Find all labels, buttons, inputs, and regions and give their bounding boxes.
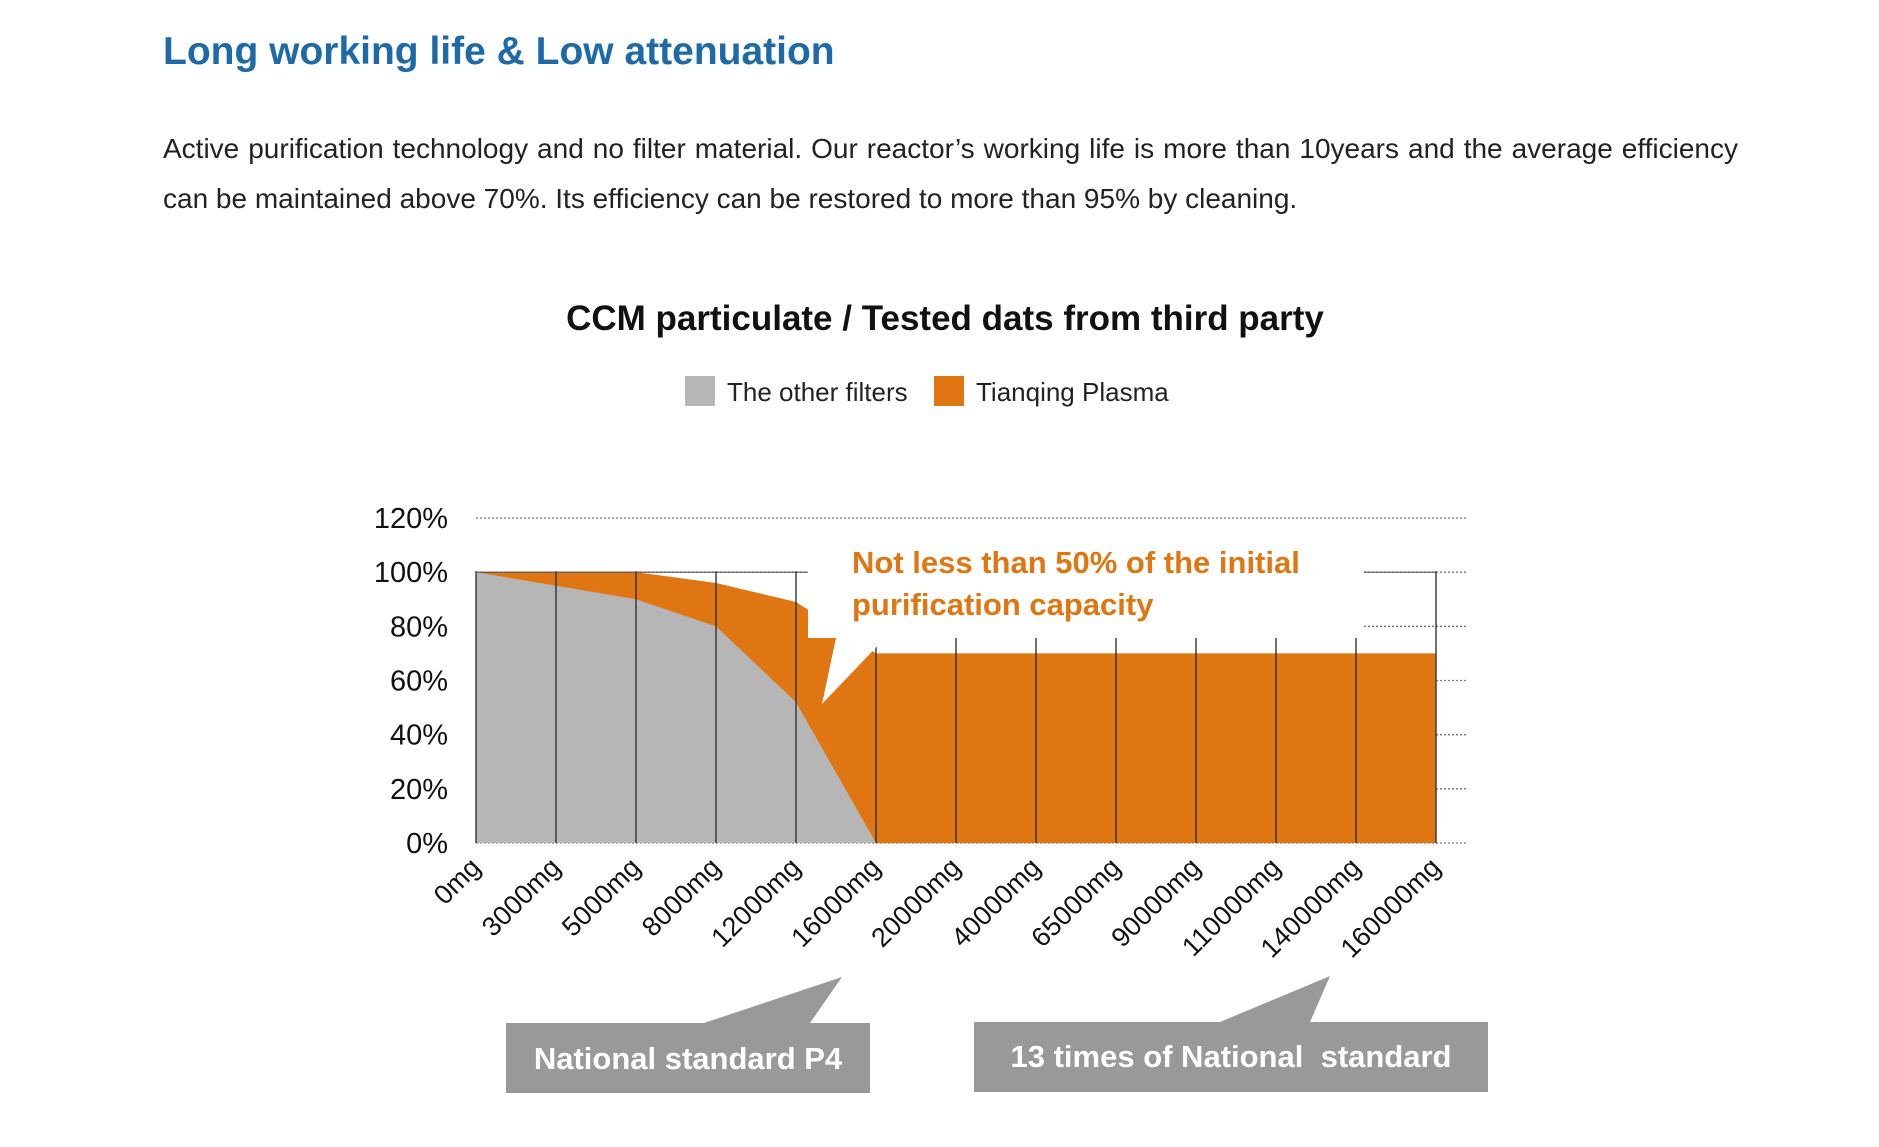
x-tick-label: 0mg (428, 852, 486, 910)
y-axis: 0% 20% 40% 60% 80% 100% 120% (374, 503, 448, 860)
x-tick-label: 3000mg (476, 852, 566, 942)
chart-legend: The other filters Tianqing Plasma (685, 376, 1169, 407)
national-standard-callout: National standard P4 (506, 977, 870, 1093)
legend-label-other-filters: The other filters (727, 377, 908, 407)
x-axis: 0mg3000mg5000mg8000mg12000mg16000mg20000… (428, 852, 1446, 963)
capacity-callout-text: Not less than 50% of the initial purific… (852, 545, 1308, 622)
capacity-callout-bubble (808, 547, 1364, 704)
series-area-0 (476, 572, 876, 843)
y-tick-label: 0% (406, 828, 448, 860)
capacity-callout-line-2: purification capacity (852, 587, 1154, 622)
legend-swatch-other-filters (685, 376, 715, 406)
y-tick-label: 100% (374, 557, 448, 589)
legend-swatch-tianqing-plasma (934, 376, 964, 406)
chart-title: CCM particulate / Tested dats from third… (566, 299, 1324, 338)
national-standard-callout-bubble (506, 977, 870, 1093)
legend-label-tianqing-plasma: Tianqing Plasma (976, 377, 1169, 407)
capacity-callout: Not less than 50% of the initial purific… (808, 545, 1364, 704)
intro-paragraph: Active purification technology and no fi… (163, 133, 1738, 214)
y-tick-label: 120% (374, 503, 448, 535)
y-tick-label: 60% (390, 666, 448, 698)
y-tick-label: 40% (390, 720, 448, 752)
times-standard-callout-bubble (974, 976, 1488, 1092)
times-standard-callout: 13 times of National standard (974, 976, 1488, 1092)
capacity-callout-line-1: Not less than 50% of the initial (852, 545, 1300, 580)
national-standard-callout-text: National standard P4 (534, 1041, 843, 1076)
times-standard-callout-text: 13 times of National standard (1011, 1039, 1452, 1074)
x-tick-label: 5000mg (556, 852, 646, 942)
page-heading: Long working life & Low attenuation (163, 30, 835, 73)
y-tick-label: 80% (390, 611, 448, 643)
y-tick-label: 20% (390, 774, 448, 806)
